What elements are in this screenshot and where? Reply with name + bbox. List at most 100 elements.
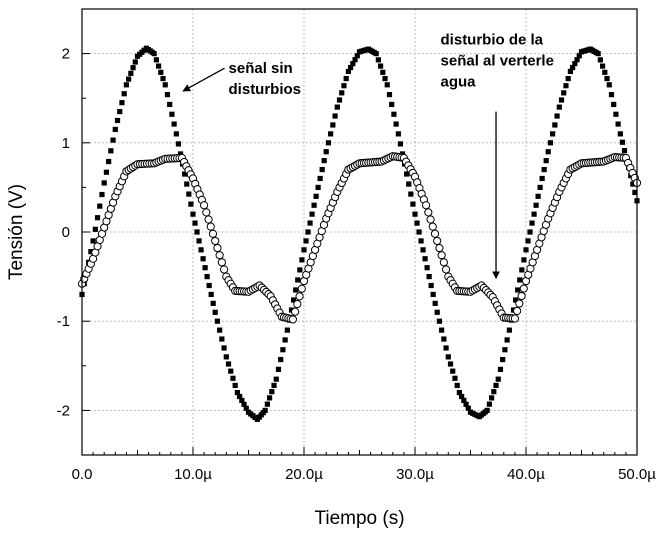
series-0-point-94 (282, 337, 288, 343)
series-0-point-172 (447, 361, 454, 367)
series-0-point-246 (606, 82, 612, 88)
series-1-point-163 (441, 265, 451, 274)
series-0-point-68 (225, 361, 232, 367)
series-1-point-155 (424, 208, 433, 217)
series-0-point-252 (619, 139, 626, 145)
series-0-point-71 (232, 382, 238, 389)
series-0-point-119 (334, 104, 340, 110)
series-0-point-215 (539, 175, 545, 182)
series-0-point-114 (323, 149, 329, 155)
series-1-point-98 (297, 284, 306, 293)
series-0-point-222 (554, 113, 560, 119)
series-1-point-55 (202, 208, 211, 217)
series-0-point-161 (424, 265, 430, 271)
series-1-point-57 (206, 222, 215, 231)
series-0-point-116 (328, 131, 334, 137)
series-0-point-56 (200, 256, 206, 262)
x-tick-label-2: 20.0µ (285, 466, 323, 483)
series-1-point-160 (435, 243, 444, 253)
series-0-point-101 (297, 267, 303, 273)
series-0-point-103 (301, 247, 307, 253)
series-1-point-95 (291, 307, 300, 316)
series-1-point-96 (293, 299, 302, 309)
series-0-point-37 (160, 75, 166, 82)
series-0-point-128 (354, 53, 360, 59)
series-0-point-210 (529, 220, 535, 226)
series-0-point-93 (280, 347, 286, 353)
series-0-point-44 (175, 141, 182, 147)
series-0-point-204 (517, 277, 523, 283)
series-0-point-125 (348, 64, 354, 71)
series-0-point-178 (461, 397, 467, 404)
series-0-point-169 (441, 336, 447, 342)
series-0-point-11 (103, 169, 110, 175)
series-0-point-165 (432, 300, 438, 306)
series-0-point-124 (345, 68, 351, 75)
series-0-point-242 (597, 57, 603, 63)
series-1 (77, 152, 642, 324)
series-0-point-13 (108, 148, 114, 154)
series-0-point-174 (452, 375, 458, 381)
series-0-point-145 (391, 111, 397, 117)
series-0-point-226 (563, 83, 569, 89)
series-0-point-88 (269, 389, 275, 395)
series-0-point-89 (271, 382, 277, 389)
series-0-point-104 (303, 238, 309, 244)
series-0-point-138 (375, 57, 381, 63)
series-0-point-143 (386, 92, 393, 98)
series-1-point-198 (519, 284, 528, 293)
series-0-point-156 (414, 220, 420, 226)
series-0-point-69 (228, 368, 234, 374)
annotation-0-arrow (182, 67, 225, 92)
series-0-point-34 (153, 57, 159, 63)
series-0-point-70 (230, 375, 236, 381)
series-0-point-19 (121, 91, 127, 97)
series-0-point-249 (613, 111, 619, 117)
y-axis-label: Tensión (V) (6, 184, 27, 280)
series-0-point-207 (523, 247, 529, 253)
series-0-point-212 (533, 202, 539, 208)
series-0-point-194 (495, 376, 501, 382)
series-0-point-17 (117, 108, 123, 115)
series-0-point-245 (604, 75, 610, 82)
series-1-point-62 (217, 258, 226, 267)
series-0-point-18 (119, 100, 125, 106)
series-0-point-87 (266, 395, 273, 401)
series-0-point-205 (519, 267, 525, 273)
series-0-point-10 (101, 180, 107, 186)
series-0-point-227 (565, 75, 571, 82)
series-0-point-241 (595, 51, 601, 57)
series-0-point-98 (290, 297, 297, 303)
series-0-point-199 (506, 327, 512, 333)
series-0-point-208 (525, 238, 531, 244)
series-0-point-198 (504, 337, 510, 343)
series-0-point-193 (493, 382, 499, 389)
series-0-point-7 (94, 215, 101, 221)
series-0-point-20 (123, 82, 129, 88)
series-0-point-250 (615, 121, 621, 127)
series-0-point-148 (397, 141, 404, 147)
x-tick-label-1: 10.0µ (174, 466, 212, 483)
series-1-point-58 (208, 229, 218, 238)
series-0-point-206 (521, 257, 527, 263)
annotation-0-text: señal sin disturbios (229, 60, 302, 98)
series-0-point-173 (450, 368, 456, 374)
series-0-point-166 (434, 309, 440, 315)
series-0-point-105 (305, 229, 311, 235)
series-0-point-60 (208, 291, 214, 298)
series-1-point-158 (430, 229, 440, 238)
series-0-point-117 (330, 122, 336, 128)
annotation-1: disturbio de la señal al verterle agua (441, 32, 554, 280)
series-0-point-209 (527, 229, 533, 235)
y-tick-label-4: 2 (62, 46, 70, 63)
series-0-point-162 (426, 274, 432, 280)
series-0-point-139 (377, 63, 384, 69)
series-1-point-61 (215, 251, 224, 260)
series-0-point-110 (315, 184, 321, 190)
series-0-point-48 (184, 181, 190, 187)
series-0-point-4 (88, 249, 94, 255)
series-0-point-99 (293, 287, 299, 293)
series-0-point-74 (239, 397, 245, 404)
series-0-point-247 (608, 92, 615, 98)
